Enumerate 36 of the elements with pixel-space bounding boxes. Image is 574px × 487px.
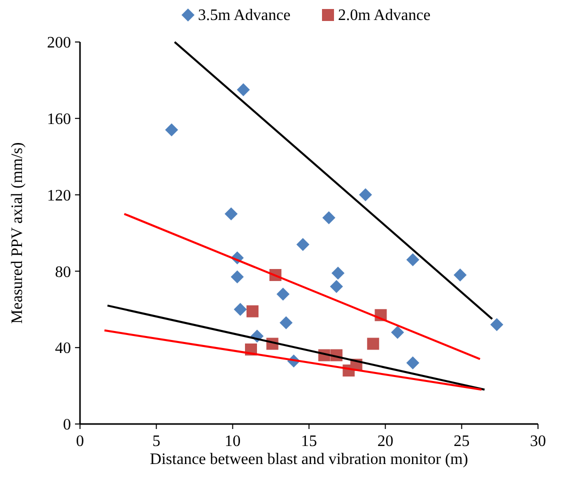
legend-label: 3.5m Advance	[198, 7, 290, 24]
y-axis-title: Measured PPV axial (mm/s)	[9, 142, 26, 324]
point	[391, 326, 404, 339]
y-tick-label: 120	[47, 187, 71, 204]
point	[454, 268, 467, 282]
point	[230, 270, 244, 284]
point	[234, 302, 247, 316]
point	[280, 316, 293, 330]
point	[406, 356, 420, 370]
point	[236, 83, 250, 96]
x-tick-label: 25	[454, 433, 470, 450]
point	[490, 318, 504, 332]
point	[406, 253, 420, 266]
point	[322, 211, 336, 224]
point	[332, 266, 345, 280]
y-tick-label: 200	[47, 34, 71, 52]
point	[165, 123, 178, 136]
y-tick-label: 0	[63, 416, 71, 434]
point	[367, 338, 380, 350]
legend-label: 2.0m Advance	[338, 7, 430, 24]
x-tick-label: 5	[152, 433, 160, 450]
x-tick-label: 30	[530, 433, 546, 450]
y-tick-label: 160	[47, 111, 71, 128]
y-tick-label: 40	[55, 340, 71, 358]
x-tick-label: 10	[224, 433, 241, 450]
x-tick-label: 20	[377, 433, 394, 450]
x-tick-label: 15	[301, 433, 317, 450]
point	[224, 207, 238, 220]
x-axis-title: Distance between blast and vibration monitor (m)	[150, 451, 468, 468]
point	[276, 288, 290, 301]
point	[296, 238, 310, 251]
x-tick-label: 0	[76, 433, 84, 450]
point	[358, 188, 372, 202]
y-tick-label: 80	[55, 264, 71, 281]
point	[330, 280, 343, 293]
point	[246, 305, 259, 318]
